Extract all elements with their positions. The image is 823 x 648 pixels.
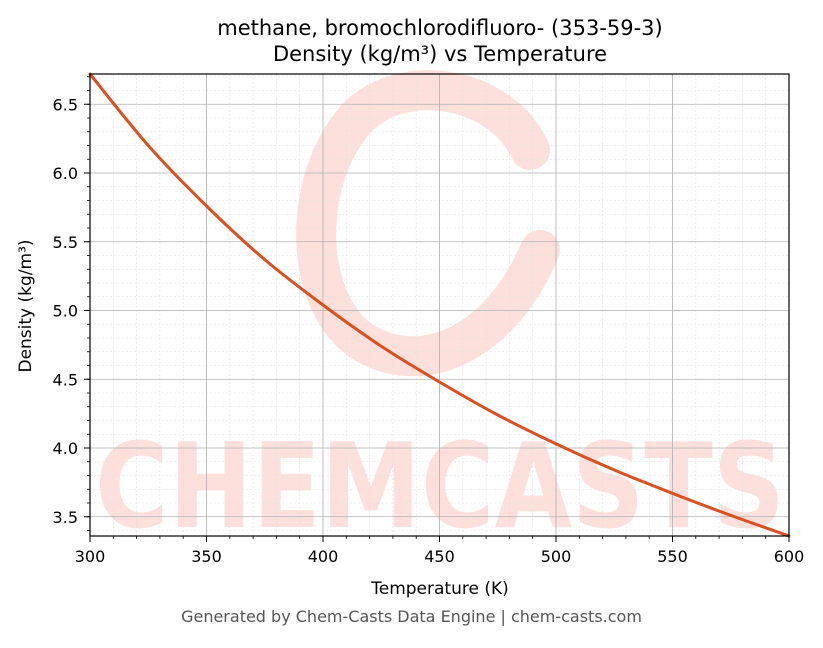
x-tick-label: 450 [424,547,455,566]
x-tick-label: 500 [541,547,572,566]
y-tick-label: 6.0 [53,164,78,183]
footer-credit: Generated by Chem-Casts Data Engine | ch… [181,607,642,626]
y-tick-label: 4.5 [53,370,78,389]
watermark-logo [296,70,560,377]
y-tick-label: 6.5 [53,95,78,114]
y-axis-ticks: 3.5 4.0 4.5 5.0 5.5 6.0 6.5 [53,76,90,531]
y-tick-label: 5.5 [53,233,78,252]
series-line [88,72,791,538]
x-tick-label: 350 [191,547,222,566]
y-axis-label: Density (kg/m³) [16,239,36,372]
x-axis-label: Temperature (K) [370,579,509,599]
series-layer [88,72,791,538]
y-tick-label: 5.0 [53,302,78,321]
chart-title-line1: methane, bromochlorodifluoro- (353-59-3) [217,16,663,40]
x-tick-label: 300 [75,547,106,566]
x-axis-ticks: 300 350 400 450 500 550 600 [75,536,805,566]
watermark-text: CHEMCASTS [95,417,785,555]
x-tick-label: 600 [774,547,805,566]
watermark: CHEMCASTS [95,70,785,555]
x-tick-label: 400 [308,547,339,566]
watermark-logo-arc [296,70,560,377]
chart-title-line2: Density (kg/m³) vs Temperature [273,42,607,66]
y-tick-label: 4.0 [53,439,78,458]
x-tick-label: 550 [657,547,688,566]
y-tick-label: 3.5 [53,508,78,527]
